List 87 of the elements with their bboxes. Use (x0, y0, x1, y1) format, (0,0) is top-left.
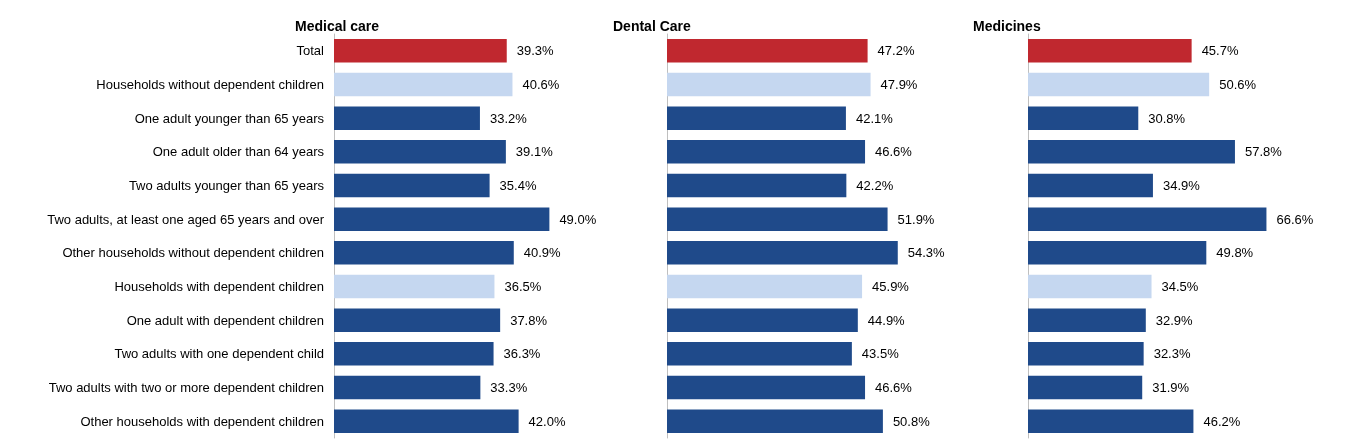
bar (667, 106, 846, 130)
y-tick-label: One adult younger than 65 years (134, 110, 325, 126)
chart-title: Medicines (973, 18, 1041, 34)
data-label: 43.5% (861, 346, 900, 362)
data-label: 46.6% (875, 144, 913, 160)
bar (667, 274, 863, 299)
bar (1028, 140, 1235, 164)
bar (334, 207, 550, 231)
bar (667, 308, 858, 332)
y-tick-label: Households with dependent children (114, 279, 324, 294)
bar (667, 375, 866, 400)
bar (667, 72, 871, 97)
bar (1028, 207, 1267, 231)
bar (667, 409, 883, 433)
data-label: 57.8% (1244, 144, 1283, 160)
data-label: 33.3% (490, 380, 528, 395)
bar (1028, 241, 1207, 265)
y-tick-label: Other households without dependent children (62, 245, 324, 261)
y-tick-label: Two adults with one dependent child (114, 346, 324, 362)
y-tick-label: Other households with dependent children (80, 413, 324, 429)
y-tick-label: Two adults, at least one aged 65 years and over (47, 211, 325, 227)
bar (334, 375, 481, 400)
y-tick-label: One adult with dependent children (126, 312, 324, 328)
data-label: 39.3% (516, 43, 555, 59)
bar (1028, 375, 1143, 400)
data-label: 40.9% (523, 245, 562, 261)
bar (667, 342, 852, 366)
data-label: 32.3% (1153, 346, 1191, 362)
data-label: 54.3% (907, 245, 946, 261)
bar (667, 207, 888, 231)
bar (334, 274, 495, 299)
data-label: 36.3% (503, 346, 541, 362)
data-label: 47.2% (877, 43, 915, 59)
data-label: 42.2% (856, 178, 894, 193)
data-label: 33.2% (489, 110, 528, 126)
data-label: 49.0% (559, 211, 597, 227)
bar (1028, 72, 1210, 97)
data-label: 36.5% (504, 279, 542, 294)
y-tick-label: Two adults with two or more dependent children (48, 380, 324, 395)
data-label: 50.8% (892, 413, 931, 429)
data-label: 44.9% (867, 312, 906, 328)
data-label: 30.8% (1148, 110, 1186, 126)
bar (1028, 274, 1152, 299)
data-label: 31.9% (1152, 380, 1190, 395)
bar (667, 241, 898, 265)
bar (1028, 342, 1144, 366)
y-tick-label: One adult older than 64 years (152, 144, 325, 160)
bar (667, 39, 868, 63)
data-label: 35.4% (499, 178, 537, 193)
data-label: 42.0% (528, 413, 566, 429)
data-label: 34.9% (1162, 178, 1201, 193)
bar (334, 409, 519, 433)
chart-title: Dental Care (613, 18, 692, 34)
bar (334, 106, 480, 130)
data-label: 46.6% (875, 380, 913, 395)
bar (334, 140, 506, 164)
bar (334, 39, 507, 63)
bar (1028, 173, 1153, 198)
bar (334, 342, 494, 366)
chart-title: Medical care (295, 18, 380, 34)
bar (667, 140, 866, 164)
bar (334, 308, 501, 332)
data-label: 49.8% (1216, 245, 1254, 261)
data-label: 37.8% (510, 312, 548, 328)
bar (1028, 308, 1146, 332)
data-label: 45.7% (1201, 43, 1239, 59)
data-label: 50.6% (1219, 77, 1257, 92)
data-label: 39.1% (515, 144, 554, 160)
data-label: 40.6% (522, 77, 560, 92)
data-label: 32.9% (1155, 312, 1194, 328)
bar (334, 173, 490, 198)
bar (334, 241, 514, 265)
data-label: 46.2% (1203, 413, 1241, 429)
data-label: 45.9% (872, 279, 910, 294)
bar (667, 173, 847, 198)
y-tick-label: Households without dependent children (96, 77, 324, 92)
y-tick-label: Two adults younger than 65 years (128, 178, 325, 193)
data-label: 66.6% (1276, 211, 1314, 227)
bar (334, 72, 513, 97)
bar (1028, 106, 1139, 130)
bar (1028, 409, 1194, 433)
data-label: 51.9% (897, 211, 935, 227)
data-label: 47.9% (880, 77, 918, 92)
bar (1028, 39, 1192, 63)
data-label: 34.5% (1161, 279, 1199, 294)
data-label: 42.1% (855, 110, 894, 126)
y-tick-label: Total (296, 43, 325, 59)
